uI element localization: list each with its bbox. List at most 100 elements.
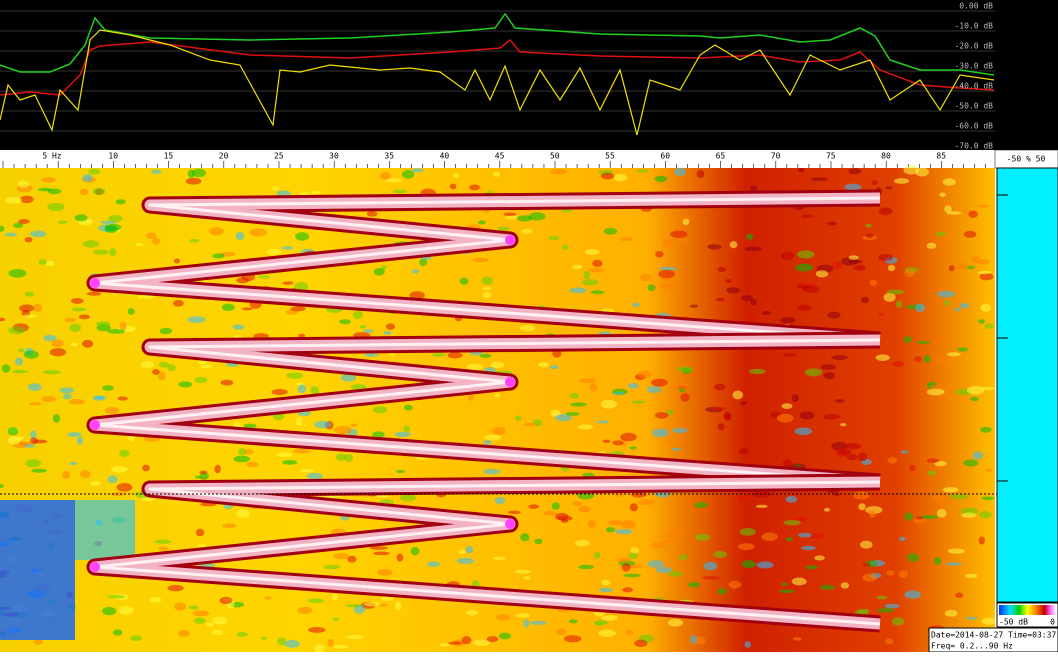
spectrogram-noise bbox=[523, 619, 530, 628]
spectrogram-noise bbox=[282, 460, 298, 465]
spectrogram-noise bbox=[893, 178, 910, 184]
spectrogram-noise bbox=[876, 595, 888, 600]
spectrogram-noise bbox=[632, 302, 641, 307]
spectrogram-noise bbox=[473, 639, 490, 646]
spectrogram-noise bbox=[561, 518, 569, 523]
spectrogram-noise bbox=[27, 383, 42, 392]
spectrogram-noise bbox=[45, 260, 55, 267]
spectrogram-noise bbox=[395, 601, 402, 611]
spectrogram-noise bbox=[137, 295, 155, 299]
spectrogram-noise bbox=[102, 385, 114, 391]
spectrogram-noise bbox=[69, 323, 81, 333]
spectrogram-noise bbox=[327, 638, 334, 647]
spectrogram-noise bbox=[619, 237, 633, 242]
spectrogram-noise bbox=[694, 533, 711, 541]
spectrogram-noise bbox=[343, 453, 354, 463]
spectrogram-noise bbox=[332, 593, 339, 601]
spectrogram-noise bbox=[810, 533, 825, 539]
spectrogram-noise bbox=[680, 393, 690, 402]
spectrogram-noise bbox=[794, 427, 813, 436]
spectrogram-noise bbox=[980, 303, 992, 312]
spectrogram-noise bbox=[271, 388, 288, 396]
db-label: -60.0 dB bbox=[954, 122, 993, 131]
spectrogram-noise bbox=[966, 616, 978, 620]
spectrogram-noise bbox=[306, 472, 323, 480]
spectrogram-noise bbox=[638, 370, 652, 379]
spectrogram-noise bbox=[578, 505, 592, 513]
spectrogram-noise bbox=[42, 370, 61, 375]
spectrogram-noise bbox=[308, 626, 326, 633]
spectrogram-noise bbox=[858, 452, 868, 462]
spectrogram-noise bbox=[243, 423, 257, 429]
spectrogram-noise bbox=[82, 339, 94, 348]
spectrogram-noise bbox=[549, 365, 559, 370]
db-label: -30.0 dB bbox=[954, 62, 993, 71]
spectrogram-noise bbox=[868, 510, 876, 518]
spectrogram-noise bbox=[904, 512, 913, 521]
spectrogram-noise bbox=[494, 393, 501, 398]
spectrogram-noise bbox=[314, 644, 325, 653]
spectrogram-noise bbox=[111, 466, 128, 473]
spectrogram-noise bbox=[28, 402, 42, 406]
spectrogram-noise bbox=[878, 312, 885, 316]
spectrogram-noise bbox=[717, 588, 727, 595]
spectrogram-noise bbox=[74, 214, 88, 222]
spectrogram-noise bbox=[62, 470, 70, 479]
spectrogram-noise bbox=[981, 496, 995, 500]
spectrogram-noise bbox=[551, 502, 560, 510]
sweep-peak bbox=[90, 278, 100, 288]
spectrogram-noise bbox=[637, 499, 655, 506]
spectrogram-noise bbox=[335, 453, 347, 461]
spectrogram-noise bbox=[651, 428, 669, 438]
spectrogram-noise bbox=[647, 560, 664, 568]
spectrogram-noise bbox=[964, 573, 978, 579]
spectrogram-noise bbox=[242, 307, 253, 311]
db-label: -70.0 dB bbox=[954, 142, 993, 151]
db-label: -50.0 dB bbox=[954, 102, 993, 111]
spectrogram-noise bbox=[409, 291, 425, 300]
spectrogram-noise bbox=[127, 308, 135, 315]
spectrogram-noise bbox=[814, 555, 825, 561]
spectrogram-noise bbox=[380, 596, 394, 601]
spectrogram-noise bbox=[102, 606, 117, 616]
spectrogram-noise bbox=[11, 369, 29, 374]
spectrogram-noise bbox=[514, 569, 532, 574]
spectrogram-noise bbox=[930, 384, 941, 390]
spectrogram-noise bbox=[844, 442, 862, 450]
ruler-label: 25 bbox=[274, 152, 284, 161]
spectrogram-noise bbox=[655, 566, 672, 574]
spectrogram-noise bbox=[659, 267, 677, 271]
spectrogram-noise bbox=[865, 223, 872, 228]
spectrogram-noise bbox=[159, 327, 173, 335]
low-band bbox=[0, 500, 75, 640]
spectrogram-noise bbox=[625, 629, 634, 635]
spectrogram-noise bbox=[495, 614, 511, 621]
spectrogram-noise bbox=[593, 551, 601, 559]
spectrogram-noise bbox=[776, 413, 794, 423]
spectrogram-noise bbox=[427, 561, 441, 568]
db-grid bbox=[0, 10, 995, 152]
spectrogram-noise bbox=[658, 269, 675, 279]
spectrogram-noise bbox=[19, 195, 34, 204]
spectrogram-noise bbox=[923, 355, 931, 364]
spectrogram-noise bbox=[173, 258, 181, 264]
spectrogram-noise bbox=[0, 317, 6, 322]
spectrogram-noise bbox=[613, 391, 625, 395]
colorbar bbox=[999, 605, 1056, 615]
spectrogram-noise bbox=[396, 553, 404, 562]
spectrogram-noise bbox=[796, 285, 812, 289]
ruler-label: 60 bbox=[660, 152, 670, 161]
spectrogram-noise bbox=[848, 168, 862, 175]
spectrogram-noise bbox=[534, 538, 543, 545]
spectrogram-noise bbox=[668, 618, 683, 627]
spectrogram-noise bbox=[581, 279, 599, 286]
spectrogram-noise bbox=[167, 364, 176, 371]
spectrogram-noise bbox=[598, 629, 617, 637]
spectrogram-noise bbox=[661, 540, 673, 544]
spectrogram-noise bbox=[737, 493, 745, 503]
spectrogram-noise bbox=[563, 635, 582, 643]
spectrogram-noise bbox=[780, 251, 794, 260]
spectrogram-noise bbox=[214, 464, 221, 474]
spectrogram-noise bbox=[119, 321, 127, 331]
spectrogram-noise bbox=[108, 215, 123, 223]
